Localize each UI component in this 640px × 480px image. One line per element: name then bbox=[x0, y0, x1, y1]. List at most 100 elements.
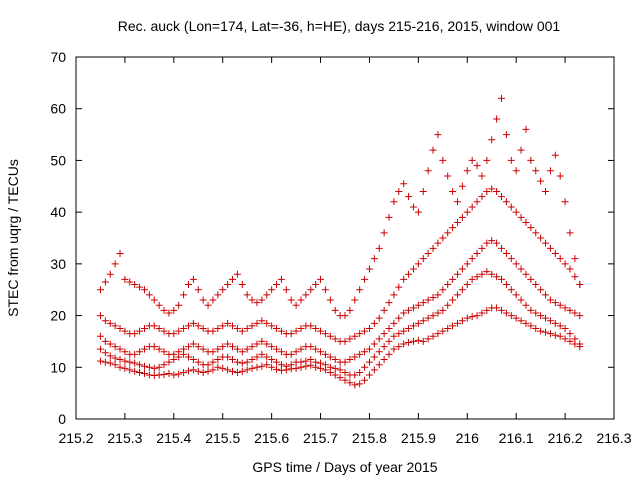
data-point bbox=[468, 203, 476, 211]
data-point bbox=[405, 325, 413, 332]
data-point bbox=[229, 356, 237, 364]
data-point bbox=[414, 336, 422, 344]
data-point bbox=[493, 304, 501, 312]
data-point bbox=[101, 317, 109, 325]
data-point bbox=[253, 299, 261, 307]
data-point bbox=[238, 367, 246, 375]
data-point bbox=[136, 283, 144, 291]
data-point bbox=[184, 281, 192, 289]
data-point bbox=[473, 250, 481, 258]
data-point bbox=[434, 239, 442, 247]
data-points bbox=[96, 94, 584, 389]
data-point bbox=[444, 281, 452, 289]
data-point bbox=[390, 319, 398, 327]
data-point bbox=[180, 345, 188, 353]
data-point bbox=[434, 291, 442, 299]
x-axis-label: GPS time / Days of year 2015 bbox=[252, 459, 437, 475]
data-point bbox=[224, 353, 232, 361]
data-point bbox=[229, 343, 237, 351]
data-point bbox=[365, 345, 373, 353]
data-point bbox=[277, 361, 285, 369]
data-point bbox=[385, 325, 393, 332]
data-point bbox=[414, 208, 422, 216]
data-point bbox=[189, 340, 197, 348]
data-point bbox=[282, 362, 290, 370]
data-point bbox=[277, 327, 285, 335]
data-point bbox=[263, 353, 271, 361]
data-point bbox=[522, 319, 530, 327]
data-point bbox=[351, 332, 359, 340]
data-point bbox=[204, 301, 212, 309]
data-point bbox=[478, 193, 486, 201]
data-point bbox=[449, 296, 457, 304]
data-point bbox=[116, 250, 124, 258]
data-point bbox=[184, 367, 192, 375]
data-point bbox=[463, 208, 471, 216]
data-point bbox=[356, 350, 364, 358]
data-point bbox=[307, 322, 315, 330]
data-point bbox=[458, 182, 466, 190]
data-point bbox=[390, 345, 398, 353]
data-point bbox=[439, 286, 447, 294]
data-point bbox=[321, 286, 329, 294]
data-point bbox=[189, 366, 197, 374]
data-point bbox=[175, 348, 183, 356]
data-point bbox=[209, 358, 217, 366]
y-tick-label: 30 bbox=[50, 256, 66, 272]
data-point bbox=[356, 286, 364, 294]
data-point bbox=[424, 314, 432, 322]
data-point bbox=[346, 335, 354, 343]
data-point bbox=[444, 172, 452, 180]
x-tick-label: 215.6 bbox=[254, 430, 289, 446]
data-point bbox=[263, 340, 271, 348]
data-point bbox=[131, 367, 139, 375]
data-point bbox=[248, 296, 256, 304]
data-point bbox=[561, 304, 569, 312]
data-point bbox=[351, 353, 359, 361]
data-point bbox=[444, 325, 452, 332]
data-point bbox=[576, 312, 584, 320]
data-point bbox=[243, 325, 251, 332]
data-point bbox=[214, 345, 222, 353]
data-point bbox=[361, 348, 369, 356]
data-point bbox=[502, 131, 510, 139]
data-point bbox=[160, 306, 168, 314]
data-point bbox=[131, 281, 139, 289]
data-point bbox=[312, 358, 320, 366]
data-point bbox=[468, 275, 476, 283]
data-point bbox=[96, 345, 104, 353]
data-point bbox=[375, 335, 383, 343]
data-point bbox=[253, 353, 261, 361]
data-point bbox=[180, 291, 188, 299]
data-point bbox=[204, 367, 212, 375]
data-point bbox=[556, 301, 564, 309]
data-point bbox=[551, 250, 559, 258]
data-point bbox=[331, 356, 339, 364]
data-point bbox=[233, 325, 241, 332]
data-point bbox=[106, 319, 114, 327]
data-point bbox=[229, 275, 237, 283]
data-point bbox=[453, 198, 461, 206]
data-point bbox=[458, 213, 466, 221]
data-point bbox=[287, 350, 295, 358]
data-point bbox=[405, 306, 413, 314]
data-point bbox=[556, 172, 564, 180]
data-point bbox=[473, 162, 481, 170]
data-point bbox=[233, 270, 241, 278]
data-point bbox=[184, 353, 192, 361]
data-point bbox=[140, 286, 148, 294]
data-point bbox=[287, 296, 295, 304]
data-point bbox=[321, 350, 329, 358]
data-point bbox=[297, 345, 305, 353]
data-point bbox=[546, 167, 554, 175]
data-point bbox=[258, 317, 266, 325]
data-point bbox=[419, 255, 427, 263]
data-point bbox=[434, 330, 442, 338]
data-point bbox=[351, 381, 359, 389]
data-point bbox=[566, 306, 574, 314]
data-point bbox=[405, 270, 413, 278]
data-point bbox=[150, 372, 158, 380]
data-point bbox=[409, 304, 417, 312]
data-point bbox=[493, 273, 501, 281]
data-point bbox=[361, 327, 369, 335]
